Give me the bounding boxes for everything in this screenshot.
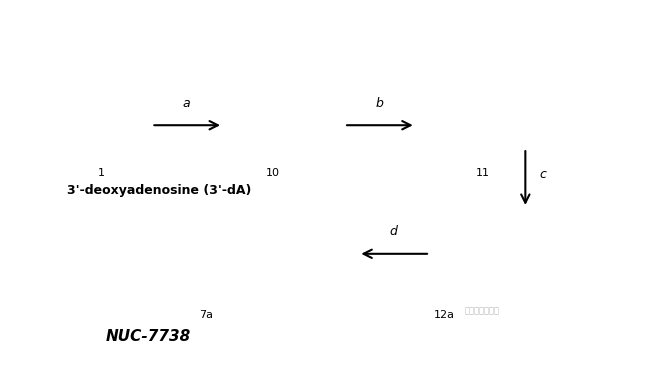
Text: b: b xyxy=(376,97,383,110)
Text: 7a: 7a xyxy=(199,310,213,320)
Text: 11: 11 xyxy=(475,168,490,178)
Text: d: d xyxy=(390,226,398,238)
Text: 10: 10 xyxy=(266,168,279,178)
Text: a: a xyxy=(183,97,191,110)
Text: 1: 1 xyxy=(98,168,104,178)
Text: c: c xyxy=(540,167,547,181)
Text: NUC-7738: NUC-7738 xyxy=(106,329,191,344)
Text: 3'-deoxyadenosine (3'-dA): 3'-deoxyadenosine (3'-dA) xyxy=(68,184,252,197)
Text: 12a: 12a xyxy=(434,310,455,320)
Text: 中国生物技术网: 中国生物技术网 xyxy=(465,307,500,315)
